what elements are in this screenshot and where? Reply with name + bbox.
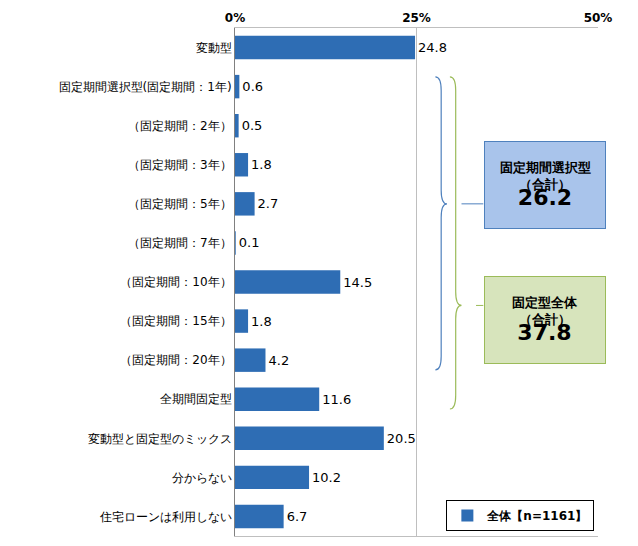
svg-text:変動型と固定型のミックス: 変動型と固定型のミックス <box>88 432 232 446</box>
svg-text:0%: 0% <box>225 11 245 25</box>
svg-text:固定期間選択型(固定期間：1年): 固定期間選択型(固定期間：1年) <box>59 80 232 94</box>
svg-text:0.5: 0.5 <box>242 118 263 133</box>
svg-text:固定型全体（合計）37.8: 固定型全体（合計）37.8 <box>512 295 578 346</box>
svg-text:24.8: 24.8 <box>418 40 447 55</box>
svg-text:（固定期間：3年）: （固定期間：3年） <box>128 158 232 172</box>
svg-text:2.7: 2.7 <box>258 196 279 211</box>
svg-text:（固定期間：20年）: （固定期間：20年） <box>120 353 231 367</box>
svg-text:変動型: 変動型 <box>196 41 232 55</box>
svg-text:全期間固定型: 全期間固定型 <box>160 392 232 406</box>
svg-text:10.2: 10.2 <box>312 470 341 485</box>
svg-text:20.5: 20.5 <box>387 431 416 446</box>
svg-text:（固定期間：10年）: （固定期間：10年） <box>120 275 231 289</box>
svg-text:0.6: 0.6 <box>242 79 263 94</box>
svg-text:住宅ローンは利用しない: 住宅ローンは利用しない <box>99 510 232 524</box>
svg-text:分からない: 分からない <box>172 471 232 485</box>
svg-text:11.6: 11.6 <box>322 392 351 407</box>
svg-text:1.8: 1.8 <box>251 314 272 329</box>
svg-text:0.1: 0.1 <box>239 235 260 250</box>
svg-text:（固定期間：5年）: （固定期間：5年） <box>128 197 232 211</box>
svg-text:6.7: 6.7 <box>287 509 308 524</box>
svg-text:（固定期間：15年）: （固定期間：15年） <box>120 314 231 328</box>
svg-text:固定期間選択型（合計）26.2: 固定期間選択型（合計）26.2 <box>500 160 591 211</box>
svg-text:（固定期間：7年）: （固定期間：7年） <box>128 236 232 250</box>
svg-text:14.5: 14.5 <box>343 275 372 290</box>
svg-text:全体【n=1161】: 全体【n=1161】 <box>486 509 587 523</box>
svg-text:（固定期間：2年）: （固定期間：2年） <box>128 119 232 133</box>
svg-text:25%: 25% <box>402 11 431 25</box>
svg-text:1.8: 1.8 <box>251 157 272 172</box>
svg-text:50%: 50% <box>584 11 613 25</box>
svg-text:4.2: 4.2 <box>268 353 289 368</box>
